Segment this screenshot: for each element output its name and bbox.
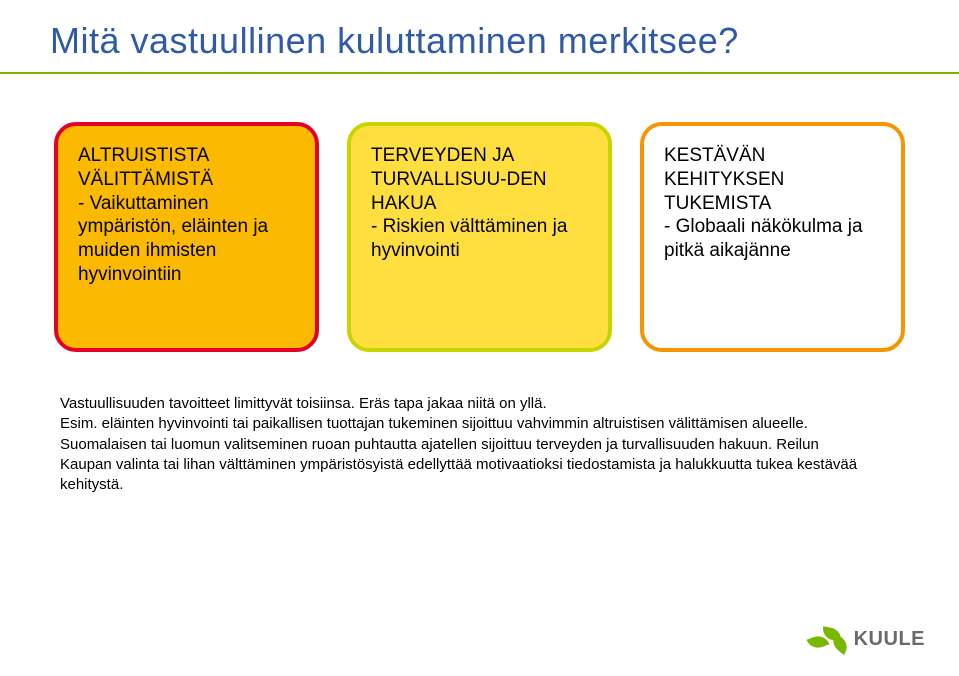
logo-icon [808,626,848,652]
box-sustainability-text: KESTÄVÄN KEHITYKSEN TUKEMISTA- Globaali … [664,144,881,263]
page-title: Mitä vastuullinen kuluttaminen merkitsee… [0,0,959,72]
description-text: Vastuullisuuden tavoitteet limittyvät to… [0,380,959,495]
box-altruism-text: ALTRUISTISTA VÄLITTÄMISTÄ- Vaikuttaminen… [78,144,295,287]
box-sustainability: KESTÄVÄN KEHITYKSEN TUKEMISTA- Globaali … [640,122,905,352]
logo-text: KUULE [854,628,925,651]
box-health: TERVEYDEN JA TURVALLISUU-DEN HAKUA- Risk… [347,122,612,352]
logo: KUULE [808,626,925,652]
box-altruism: ALTRUISTISTA VÄLITTÄMISTÄ- Vaikuttaminen… [54,122,319,352]
box-row: ALTRUISTISTA VÄLITTÄMISTÄ- Vaikuttaminen… [0,74,959,380]
slide: Mitä vastuullinen kuluttaminen merkitsee… [0,0,959,676]
box-health-text: TERVEYDEN JA TURVALLISUU-DEN HAKUA- Risk… [371,144,588,263]
